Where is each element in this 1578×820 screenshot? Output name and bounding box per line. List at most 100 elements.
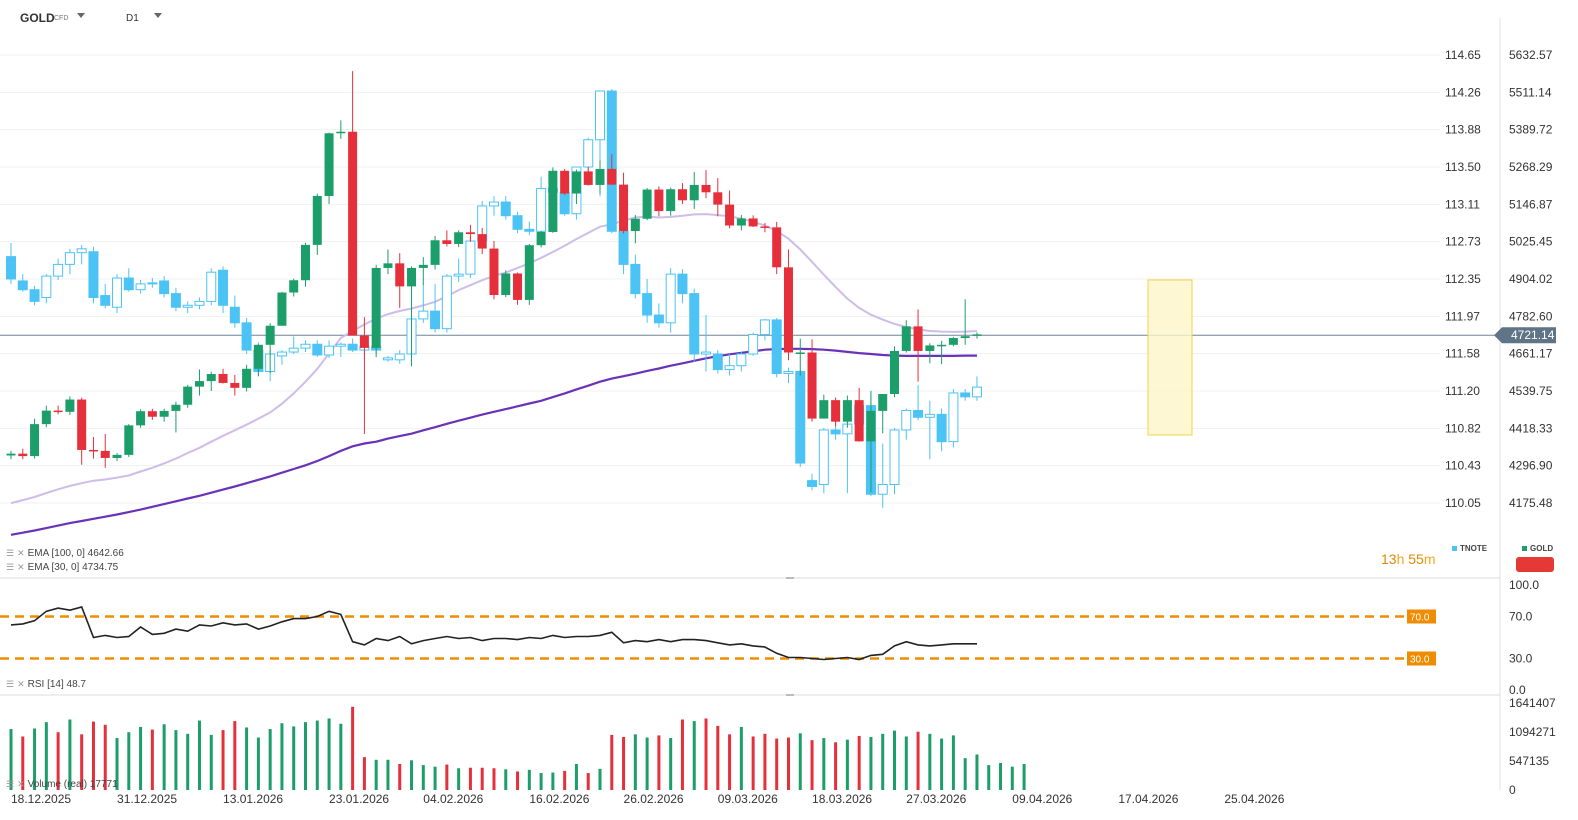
- tnote-candle: [441, 275, 452, 330]
- tnote-axis-tick: 111.58: [1445, 347, 1480, 361]
- tnote-candle: [430, 310, 441, 330]
- volume-axis-tick: 547135: [1509, 754, 1549, 768]
- gold-candle: [878, 393, 888, 411]
- volume-bar: [704, 718, 708, 790]
- gold-candle: [477, 234, 487, 249]
- rsi-level-label: 30.0: [1410, 655, 1430, 666]
- tnote-axis-tick: 113.11: [1445, 197, 1480, 211]
- gold-candle: [407, 267, 417, 287]
- rsi-axis-tick: 30.0: [1509, 652, 1533, 666]
- gold-candle: [6, 453, 16, 456]
- gold-candle: [677, 189, 687, 201]
- volume-bar: [315, 720, 319, 790]
- volume-bar: [928, 733, 932, 790]
- symbol-dropdown-icon[interactable]: [77, 13, 85, 18]
- x-axis-label: 23.01.2026: [329, 792, 389, 806]
- gold-candle: [842, 400, 852, 422]
- menu-icon[interactable]: ☰: [6, 548, 15, 558]
- panel-resize-handle: [786, 694, 794, 696]
- gold-candle: [218, 374, 228, 383]
- volume-bar: [492, 768, 496, 790]
- tnote-candle: [807, 480, 818, 487]
- timer-h-unit: h: [1396, 551, 1405, 567]
- gold-candle: [112, 454, 122, 458]
- volume-bar: [633, 734, 637, 790]
- volume-bar: [869, 736, 873, 790]
- volume-bar: [56, 732, 60, 790]
- tnote-axis-tick: 110.82: [1445, 421, 1481, 435]
- volume-bar: [563, 770, 567, 790]
- tnote-candle: [583, 139, 594, 168]
- gold-candle: [418, 264, 428, 268]
- gold-candle: [689, 184, 699, 201]
- gold-candle: [336, 131, 346, 134]
- compare-gold-label[interactable]: GOLD: [1522, 544, 1553, 553]
- legend-rsi[interactable]: ☰ ✕ RSI [14] 48.7: [6, 679, 86, 690]
- tnote-candle: [724, 365, 735, 371]
- tnote-candle: [677, 273, 688, 295]
- gold-candle: [583, 171, 593, 185]
- rsi-level-badge: [1407, 651, 1436, 666]
- menu-icon[interactable]: ☰: [6, 679, 15, 689]
- volume-bar: [115, 738, 119, 790]
- volume-bar: [268, 729, 272, 790]
- timer-hours: 13: [1381, 551, 1397, 567]
- gold-candle: [607, 168, 617, 185]
- tnote-candle: [971, 386, 982, 398]
- close-icon[interactable]: ✕: [17, 562, 25, 572]
- tnote-axis-tick: 111.20: [1445, 384, 1480, 398]
- volume-bar: [421, 765, 425, 790]
- volume-bar: [810, 740, 814, 790]
- tnote-candle: [500, 201, 511, 217]
- tnote-candle: [512, 215, 523, 230]
- gold-axis-tick: 5389.72: [1509, 123, 1553, 137]
- legend-ema100[interactable]: ☰ ✕ EMA [100, 0] 4642.66: [6, 548, 124, 559]
- volume-bar: [386, 759, 390, 790]
- gold-candle: [430, 240, 440, 265]
- top-toolbar: GOLD CFD D1: [0, 0, 1500, 38]
- timeframe-dropdown-icon[interactable]: [154, 13, 162, 18]
- gold-candle: [65, 399, 75, 412]
- volume-bar: [940, 738, 944, 790]
- tnote-candle: [818, 429, 829, 485]
- gold-candle: [183, 386, 193, 405]
- gold-candle: [136, 411, 146, 426]
- tnote-candle: [88, 251, 99, 299]
- tnote-candle: [53, 263, 64, 277]
- gold-axis-tick: 4539.75: [1509, 384, 1553, 398]
- menu-icon[interactable]: ☰: [6, 562, 15, 572]
- symbol-name[interactable]: GOLD: [20, 11, 55, 25]
- menu-icon[interactable]: ☰: [6, 779, 15, 789]
- volume-bar: [280, 723, 284, 790]
- close-icon[interactable]: ✕: [17, 548, 25, 558]
- gold-candle: [890, 350, 899, 394]
- legend-ema30[interactable]: ☰ ✕ EMA [30, 0] 4734.75: [6, 562, 118, 573]
- tnote-candle: [135, 283, 146, 291]
- x-axis-label: 09.03.2026: [718, 792, 778, 806]
- tnote-candle: [17, 280, 28, 291]
- x-axis-label: 04.02.2026: [423, 792, 483, 806]
- gold-price-badge[interactable]: [1516, 557, 1554, 572]
- compare-tnote-label[interactable]: TNOTE: [1452, 544, 1487, 553]
- volume-bar: [516, 771, 520, 790]
- close-icon[interactable]: ✕: [17, 679, 25, 689]
- tnote-candle: [653, 314, 664, 324]
- tnote-candle: [229, 306, 240, 324]
- volume-bar: [162, 724, 166, 790]
- tnote-candle: [889, 429, 900, 485]
- volume-bar: [256, 737, 260, 790]
- tnote-candle: [913, 409, 924, 418]
- volume-bar: [186, 733, 190, 790]
- x-axis-label: 26.02.2026: [624, 792, 684, 806]
- gold-candle: [159, 410, 169, 417]
- tnote-candle: [830, 429, 841, 435]
- legend-volume[interactable]: ☰ ✕ Volume (real) 17771: [6, 779, 118, 790]
- timeframe-select[interactable]: D1: [126, 13, 139, 24]
- gold-candle: [807, 352, 817, 419]
- volume-bar: [91, 721, 95, 790]
- volume-bar: [822, 738, 826, 790]
- tnote-candle: [100, 295, 111, 306]
- volume-bar: [410, 760, 414, 790]
- close-icon[interactable]: ✕: [17, 779, 25, 789]
